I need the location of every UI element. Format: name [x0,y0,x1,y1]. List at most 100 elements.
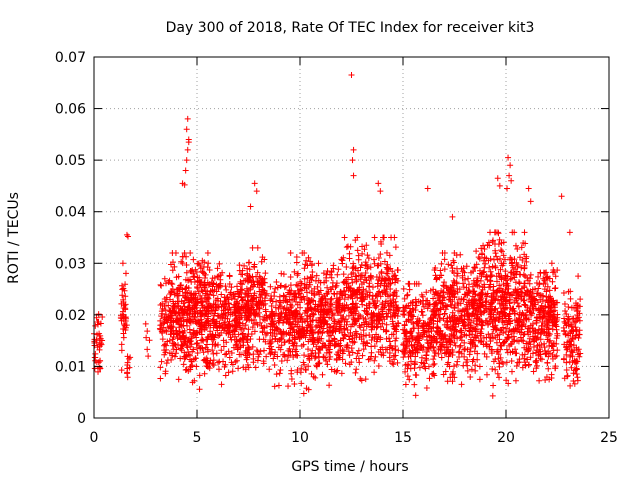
data-point [94,321,101,328]
data-point [521,265,528,272]
data-point [365,255,372,262]
y-tick-label: 0.01 [55,359,86,375]
data-point [525,185,532,192]
data-point [490,382,497,389]
data-point [405,280,412,287]
data-point [122,281,129,288]
data-point [187,267,194,274]
data-point [508,177,515,184]
data-point [354,350,361,357]
data-point [352,369,359,376]
data-point [119,311,126,318]
data-point [187,366,194,373]
data-point [118,347,125,354]
data-point [512,242,519,249]
data-point [247,203,254,210]
data-point [197,344,204,351]
data-point [287,282,294,289]
data-point [218,381,225,388]
data-point [161,303,168,310]
x-axis-title: GPS time / hours [291,459,408,475]
data-point [346,352,353,359]
data-point [193,284,200,291]
data-point [174,335,181,342]
data-point [184,307,191,314]
data-point [238,271,245,278]
data-point [218,291,225,298]
data-point [179,333,186,340]
x-tick-label: 10 [291,430,309,446]
data-point [574,374,581,381]
data-point [375,180,382,187]
data-point [169,267,176,274]
data-point [273,298,280,305]
data-point [179,260,186,267]
data-point [406,376,413,383]
data-point [494,175,501,182]
chart-title: Day 300 of 2018, Rate Of TEC Index for r… [166,20,535,36]
data-point [392,244,399,251]
data-point [168,289,175,296]
data-point [205,260,212,267]
data-point [173,319,180,326]
data-point [175,285,182,292]
data-point [406,286,413,293]
data-point [121,287,128,294]
data-point [165,313,172,320]
data-point [346,255,353,262]
data-point [162,298,169,305]
data-point [518,337,525,344]
data-point [577,296,584,303]
x-tick-label: 5 [193,430,202,446]
data-point [118,341,125,348]
data-point [267,350,274,357]
data-point [261,347,268,354]
data-point [177,321,184,328]
data-point [438,260,445,267]
data-point [187,356,194,363]
data-point [122,305,129,312]
data-point [188,341,195,348]
data-point [521,229,528,236]
data-point [366,283,373,290]
data-point [184,146,191,153]
data-point [473,248,480,255]
data-point [328,295,335,302]
data-point [334,271,341,278]
data-point [350,172,357,179]
data-point [504,185,511,192]
data-points [91,72,584,399]
data-point [312,374,319,381]
data-point [468,366,475,373]
data-point [538,356,545,363]
data-point [551,285,558,292]
data-point [249,343,256,350]
data-point [229,368,236,375]
data-point [371,369,378,376]
data-point [368,349,375,356]
data-point [457,342,464,349]
data-point [202,290,209,297]
data-point [467,373,474,380]
data-point [94,331,101,338]
data-point [99,314,106,321]
data-point [271,361,278,368]
data-point [188,297,195,304]
data-point [236,267,243,274]
data-point [124,374,131,381]
data-point [353,366,360,373]
data-point [187,343,194,350]
data-point [464,367,471,374]
data-point [433,324,440,331]
data-point [343,263,350,270]
data-point [246,259,253,266]
data-point [566,358,573,365]
data-point [489,392,496,399]
data-point [430,295,437,302]
data-point [277,367,284,374]
data-point [198,278,205,285]
data-point [411,381,418,388]
data-point [566,229,573,236]
data-point [205,295,212,302]
data-point [340,279,347,286]
